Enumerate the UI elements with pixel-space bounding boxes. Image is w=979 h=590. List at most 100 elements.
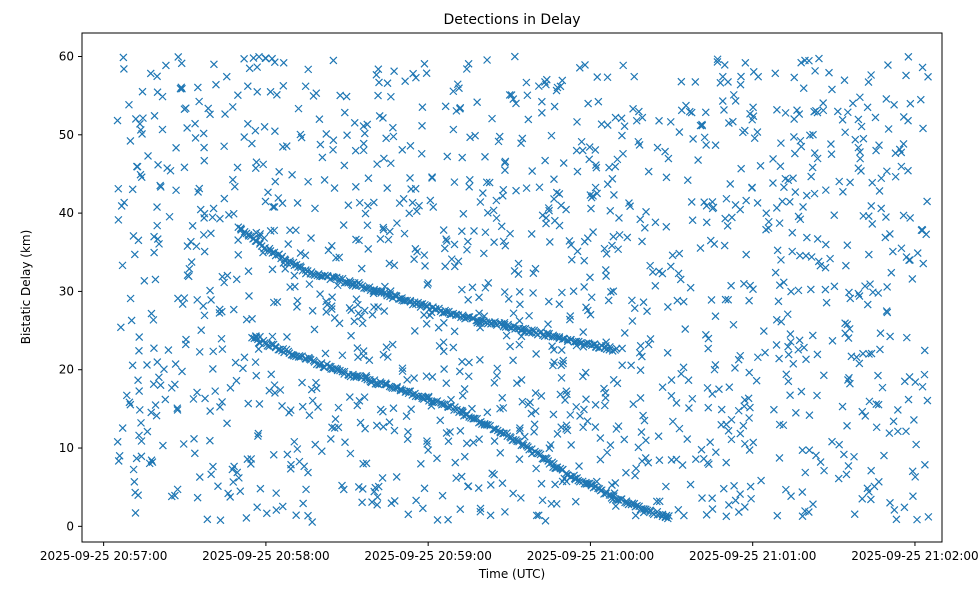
data-point — [798, 488, 807, 496]
data-point — [724, 501, 733, 509]
data-point — [336, 91, 345, 100]
data-point — [261, 197, 270, 206]
data-point — [769, 179, 777, 187]
data-point — [512, 186, 520, 195]
data-point — [557, 346, 566, 354]
data-point — [473, 98, 482, 107]
data-point — [677, 106, 686, 115]
data-point — [736, 490, 745, 498]
data-point — [867, 466, 876, 475]
data-point — [701, 330, 710, 339]
data-point — [458, 153, 467, 162]
data-point — [134, 376, 142, 385]
data-point — [701, 108, 710, 117]
data-point — [298, 378, 306, 387]
data-point — [483, 56, 492, 64]
data-point — [742, 250, 751, 259]
data-point — [180, 163, 189, 172]
data-point — [567, 440, 576, 449]
data-point — [220, 278, 229, 287]
data-point — [703, 383, 712, 392]
data-point — [363, 221, 372, 230]
data-point — [418, 103, 427, 112]
data-point — [919, 259, 928, 268]
data-point — [549, 345, 558, 354]
data-point — [592, 477, 601, 486]
data-point — [478, 189, 487, 197]
y-tick-label: 40 — [59, 206, 74, 220]
data-point — [594, 97, 603, 106]
data-point — [129, 465, 138, 474]
data-point — [226, 383, 235, 392]
data-point — [335, 253, 344, 262]
data-point — [663, 348, 672, 357]
data-point — [287, 350, 296, 359]
data-point — [774, 297, 783, 306]
data-point — [172, 143, 181, 152]
data-point — [697, 445, 706, 454]
data-point — [736, 351, 745, 360]
data-point — [442, 237, 451, 245]
data-point — [835, 177, 844, 186]
data-point — [329, 136, 338, 145]
data-point — [882, 307, 891, 316]
data-point — [781, 108, 790, 117]
data-point — [330, 184, 339, 192]
data-point — [389, 404, 398, 413]
data-point — [779, 278, 788, 287]
x-tick-label: 2025-09-25 20:58:00 — [202, 549, 329, 563]
data-point — [248, 314, 256, 323]
data-point — [506, 342, 515, 351]
data-point — [677, 77, 686, 86]
data-point — [199, 230, 208, 239]
data-point — [144, 151, 152, 160]
data-point — [776, 139, 785, 148]
data-point — [301, 251, 310, 260]
data-point — [582, 395, 590, 404]
data-point — [648, 268, 657, 276]
data-point — [328, 293, 337, 302]
data-point — [228, 175, 237, 184]
data-point — [637, 428, 646, 437]
data-point — [562, 387, 571, 396]
data-point — [433, 516, 442, 524]
data-point — [596, 455, 605, 464]
data-point — [317, 447, 326, 456]
data-point — [149, 380, 158, 389]
data-point — [456, 505, 465, 514]
data-point — [786, 391, 795, 400]
data-point — [304, 468, 312, 477]
data-point — [459, 209, 468, 218]
data-point — [890, 100, 899, 109]
data-point — [515, 287, 524, 296]
data-point — [876, 329, 885, 338]
data-point — [585, 155, 594, 164]
data-point — [734, 406, 743, 415]
data-point — [699, 454, 708, 463]
data-point — [464, 295, 473, 304]
data-point — [591, 343, 600, 351]
data-point — [247, 139, 256, 148]
data-point — [844, 461, 853, 470]
data-point — [502, 331, 511, 340]
data-point — [203, 515, 212, 524]
data-point — [146, 69, 155, 78]
data-point — [923, 396, 932, 405]
data-point — [405, 209, 414, 218]
data-point — [128, 185, 137, 194]
data-point — [383, 353, 392, 361]
data-point — [668, 251, 677, 260]
data-point — [899, 140, 908, 148]
data-point — [704, 334, 713, 343]
data-point — [683, 435, 692, 443]
data-point — [559, 159, 568, 167]
data-point — [229, 478, 238, 486]
data-point — [877, 174, 886, 183]
data-point — [117, 201, 126, 210]
data-point — [704, 344, 713, 353]
data-point — [449, 343, 458, 352]
data-point — [232, 376, 241, 385]
data-point — [192, 242, 201, 251]
data-point — [180, 105, 189, 114]
data-point — [515, 424, 524, 433]
